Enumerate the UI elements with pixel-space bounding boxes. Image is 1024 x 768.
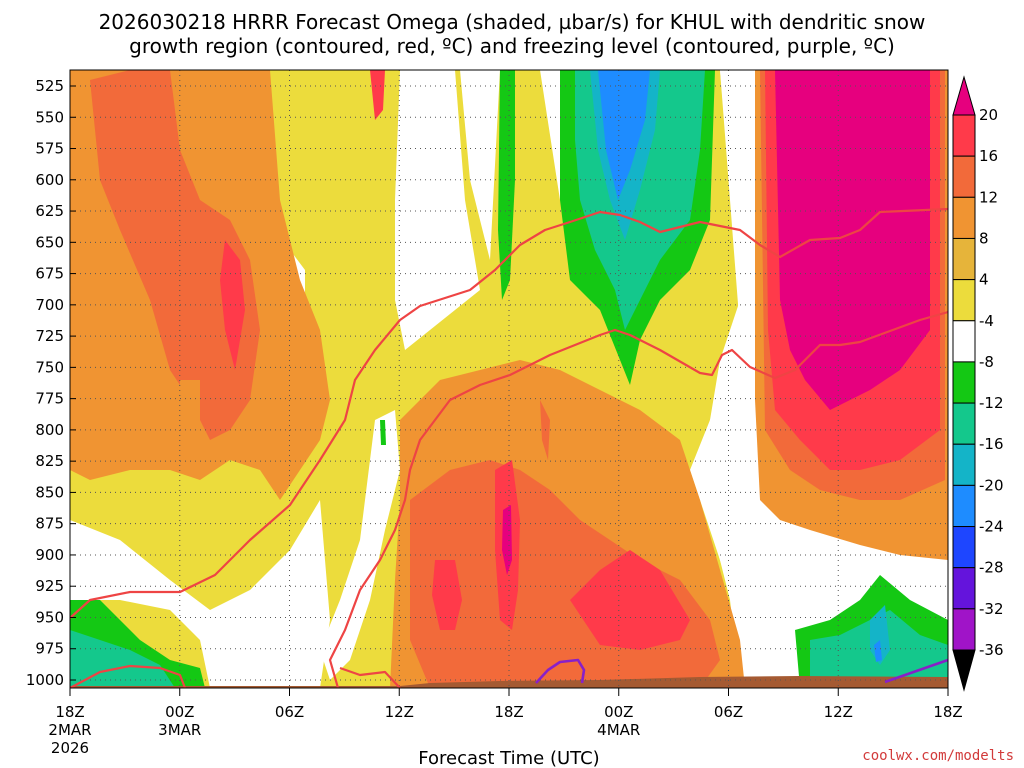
y-tick-label: 675 — [35, 265, 64, 283]
y-tick-label: 900 — [35, 546, 64, 564]
y-tick-label: 750 — [35, 358, 64, 376]
colorbar-cell — [952, 237, 976, 281]
y-tick-label: 975 — [35, 640, 64, 658]
dgz-contours — [70, 207, 948, 688]
x-tick-label: 18Z — [55, 703, 84, 721]
omega-shade-16-20-left — [220, 240, 245, 370]
colorbar-label: 16 — [979, 147, 998, 165]
colorbar-label: -8 — [979, 353, 994, 371]
x-tick-label: 06Z — [275, 703, 304, 721]
colorbar-label: 8 — [979, 229, 989, 247]
x-axis-label: Forecast Time (UTC) — [418, 748, 599, 768]
omega-shading — [70, 70, 948, 688]
y-tick-label: 575 — [35, 140, 64, 158]
y-tick-label: 525 — [35, 77, 64, 95]
colorbar-cell — [952, 196, 976, 239]
dgz-contour-lower — [70, 310, 948, 688]
colorbar-cell — [952, 402, 976, 445]
y-tick-label: 850 — [35, 483, 64, 501]
colorbar-cell — [952, 608, 976, 651]
colorbar-bottom-triangle — [952, 649, 976, 692]
omega-gap-white — [395, 70, 480, 350]
y-tick-label: 800 — [35, 421, 64, 439]
x-tick-sublabel: 4MAR — [597, 721, 640, 739]
colorbar-label: 12 — [979, 188, 998, 206]
y-tick-label: 775 — [35, 390, 64, 408]
colorbar-label: -36 — [979, 641, 1004, 659]
x-tick-label: 00Z — [604, 703, 633, 721]
x-tick-label: 12Z — [824, 703, 853, 721]
y-tick-label: 650 — [35, 233, 64, 251]
colorbar-cell — [952, 155, 976, 198]
x-tick-label: 18Z — [933, 703, 962, 721]
colorbar-cell — [952, 484, 976, 528]
x-tick-sublabel: 3MAR — [158, 721, 201, 739]
colorbar-label: -32 — [979, 600, 1004, 618]
freezing-level-contours — [535, 658, 948, 684]
colorbar-label: 4 — [979, 271, 989, 289]
colorbar-cell — [952, 320, 976, 363]
y-tick-label: 700 — [35, 296, 64, 314]
colorbar-label: -16 — [979, 435, 1004, 453]
x-tick-sublabel: 2026 — [51, 739, 89, 757]
colorbar-cell — [952, 443, 976, 486]
y-tick-label: 825 — [35, 452, 64, 470]
y-tick-label: 875 — [35, 515, 64, 533]
y-axis: 525 550 575 600 625 650 675 700 725 750 775 800 825 8… — [26, 77, 76, 689]
colorbar-label: -24 — [979, 518, 1004, 536]
freezing-level-contour-b — [884, 658, 948, 684]
y-tick-label: 550 — [35, 108, 64, 126]
omega-shade-16-20-right — [775, 70, 930, 410]
x-tick-sublabel: 2MAR — [48, 721, 91, 739]
y-tick-label: 950 — [35, 608, 64, 626]
x-tick-label: 12Z — [385, 703, 414, 721]
colorbar-cell — [952, 279, 976, 322]
chart-title-line2: growth region (contoured, red, ºC) and f… — [129, 34, 895, 58]
chart-title-line1: 2026030218 HRRR Forecast Omega (shaded, … — [99, 10, 926, 34]
y-tick-label: 1000 — [26, 671, 64, 689]
colorbar-label: -20 — [979, 476, 1004, 494]
dgz-contour-upper — [70, 207, 948, 619]
y-tick-label: 725 — [35, 327, 64, 345]
colorbar-top-triangle — [952, 75, 976, 116]
colorbar-cell — [952, 361, 976, 404]
colorbar-label: -4 — [979, 312, 994, 330]
plot-area — [70, 70, 948, 688]
y-tick-label: 925 — [35, 577, 64, 595]
x-tick-label: 18Z — [494, 703, 523, 721]
freezing-level-contour-a — [535, 658, 586, 684]
colorbar-cell — [952, 567, 976, 610]
gridlines — [70, 70, 948, 688]
x-tick-label: 06Z — [714, 703, 743, 721]
credit-text: coolwx.com/modelts — [862, 748, 1014, 764]
y-tick-label: 600 — [35, 171, 64, 189]
y-tick-label: 625 — [35, 202, 64, 220]
colorbar-cell — [952, 526, 976, 569]
colorbar-cell — [952, 114, 976, 157]
x-tick-label: 00Z — [165, 703, 194, 721]
colorbar-label: -12 — [979, 394, 1004, 412]
colorbar-label: -28 — [979, 559, 1004, 577]
omega-colorbar: 20 16 12 8 4 -4 -8 -12 -16 -20 -24 -28 -32 -36 — [952, 75, 1004, 692]
colorbar-label: 20 — [979, 106, 998, 124]
